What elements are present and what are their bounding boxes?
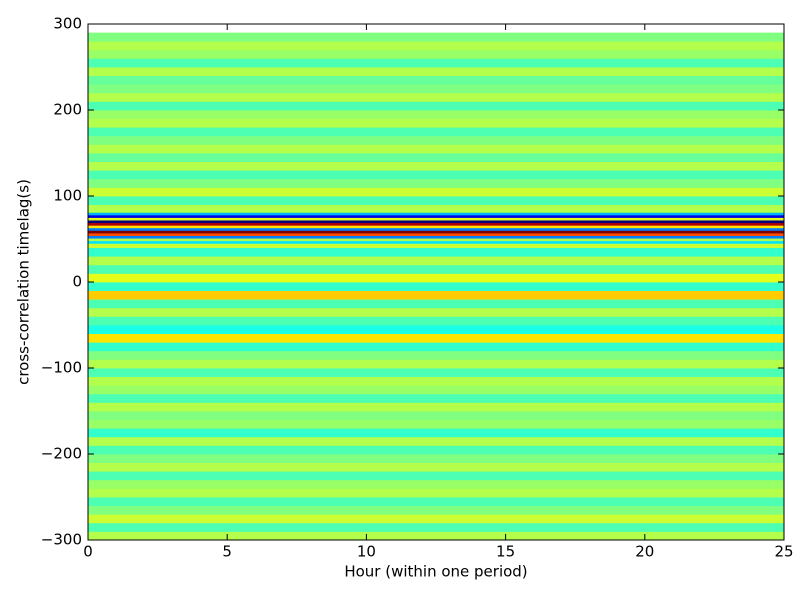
y-tick-label: −300 <box>41 531 82 549</box>
heatmap-cell <box>88 488 784 498</box>
x-tick-label: 10 <box>357 543 376 561</box>
heatmap-cell <box>88 411 784 420</box>
heatmap-cell <box>88 222 784 226</box>
heatmap-cell <box>88 299 784 309</box>
x-tick-label: 20 <box>635 543 654 561</box>
heatmap-cell <box>88 135 784 145</box>
heatmap-cell <box>88 235 784 239</box>
heatmap-cell <box>88 256 784 266</box>
heatmap-cell <box>88 325 784 334</box>
heatmap-cell <box>88 118 784 128</box>
heatmap-cell <box>88 238 784 242</box>
heatmap-cell <box>88 217 784 221</box>
heatmap-cell <box>88 479 784 489</box>
heatmap-cell <box>88 342 784 352</box>
x-tick-label: 15 <box>496 543 515 561</box>
heatmap-cell <box>88 531 784 541</box>
heatmap-cell <box>88 445 784 455</box>
heatmap-cell <box>88 243 784 248</box>
axes: 0 5 10 15 20 25 −300 −200 −100 0 100 200 300 <box>41 15 794 561</box>
x-tick-label: 0 <box>83 543 93 561</box>
y-tick-label: 0 <box>72 273 82 291</box>
heatmap-cell <box>88 376 784 386</box>
heatmap-cell <box>88 58 784 68</box>
heatmap-cell <box>88 273 784 283</box>
heatmap-cell <box>88 307 784 317</box>
heatmap-cell <box>88 110 784 119</box>
heatmap-cell <box>88 204 784 213</box>
x-tick-label: 25 <box>774 543 793 561</box>
heatmap-cell <box>88 227 784 231</box>
heatmap-cell <box>88 230 784 234</box>
heatmap-cell <box>88 101 784 111</box>
y-tick-label: −200 <box>41 445 82 463</box>
heatmap-cell <box>88 178 784 188</box>
heatmap-cell <box>88 67 784 76</box>
heatmap-cell <box>88 247 784 257</box>
y-tick-label: 200 <box>53 101 82 119</box>
heatmap-cell <box>88 393 784 403</box>
heatmap-cell <box>88 462 784 472</box>
heatmap <box>88 32 784 541</box>
y-tick-label: −100 <box>41 359 82 377</box>
heatmap-cell <box>88 436 784 446</box>
heatmap-cell <box>88 75 784 85</box>
heatmap-cell <box>88 316 784 326</box>
heatmap-cell <box>88 402 784 412</box>
heatmap-cell <box>88 385 784 395</box>
heatmap-cell <box>88 127 784 137</box>
x-tick-label: 5 <box>222 543 232 561</box>
x-axis-label: Hour (within one period) <box>344 563 527 581</box>
heatmap-cell <box>88 49 784 59</box>
heatmap-cell <box>88 225 784 229</box>
heatmap-cell <box>88 282 784 291</box>
heatmap-cell <box>88 84 784 94</box>
heatmap-cell <box>88 32 784 42</box>
heatmap-cell <box>88 471 784 481</box>
heatmap-cell <box>88 220 784 224</box>
y-tick-label: 100 <box>53 187 82 205</box>
heatmap-cell <box>88 333 784 343</box>
heatmap-cell <box>88 170 784 180</box>
heatmap-cell <box>88 232 784 236</box>
heatmap-cell <box>88 196 784 205</box>
heatmap-cell <box>88 161 784 171</box>
heatmap-cell <box>88 92 784 102</box>
heatmap-cell <box>88 290 784 300</box>
heatmap-cell <box>88 522 784 532</box>
heatmap-cell <box>88 214 784 218</box>
heatmap-cell <box>88 212 784 216</box>
heatmap-cell <box>88 144 784 154</box>
heatmap-cell <box>88 368 784 377</box>
heatmap-cell <box>88 419 784 429</box>
heatmap-cell <box>88 428 784 438</box>
heatmap-cell <box>88 350 784 360</box>
heatmap-cell <box>88 153 784 162</box>
heatmap-cell <box>88 187 784 197</box>
y-axis-label: cross-correlation timelag(s) <box>15 179 33 385</box>
heatmap-cell <box>88 359 784 369</box>
heatmap-cell <box>88 41 784 51</box>
heatmap-cell <box>88 240 784 244</box>
heatmap-cell <box>88 514 784 524</box>
heatmap-cell <box>88 505 784 515</box>
heatmap-cell <box>88 264 784 274</box>
heatmap-cell <box>88 454 784 463</box>
y-tick-label: 300 <box>53 15 82 33</box>
heatmap-cell <box>88 497 784 506</box>
